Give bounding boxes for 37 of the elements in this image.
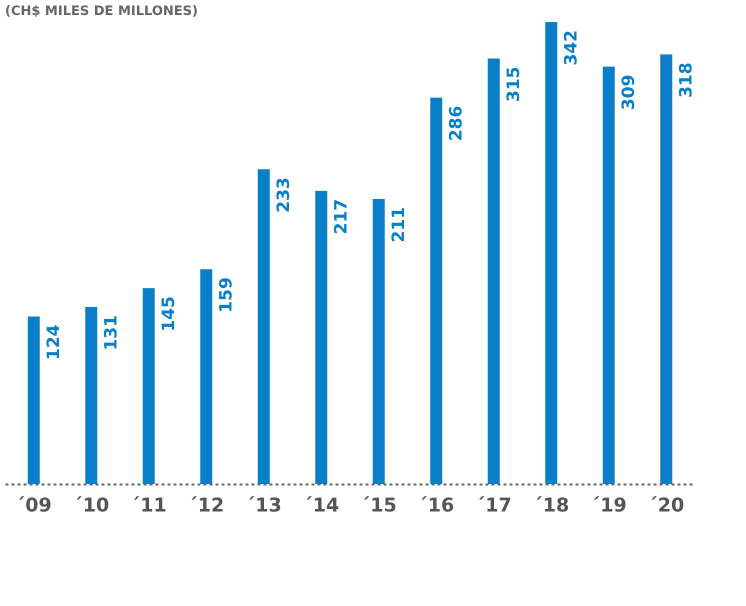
bar (602, 66, 615, 484)
bar (142, 288, 155, 484)
x-tick-label: ´17 (476, 494, 512, 516)
x-tick-label: ´20 (648, 494, 684, 516)
bar (258, 169, 270, 484)
data-label: 286 (446, 106, 466, 142)
x-tick-label: ´10 (73, 494, 110, 516)
x-tick-label: ´14 (303, 494, 340, 516)
x-tick-label: ´15 (360, 494, 397, 516)
data-label: 318 (676, 62, 696, 98)
x-tick-label: ´13 (246, 494, 282, 516)
chart-title: (CH$ MILES DE MILLONES) (5, 4, 198, 19)
data-label: 131 (101, 315, 122, 351)
bar (315, 190, 328, 484)
bar (660, 54, 672, 484)
data-label: 145 (158, 296, 179, 332)
data-label: 124 (44, 324, 64, 360)
bar (488, 58, 500, 484)
x-tick-label: ´12 (188, 494, 224, 516)
x-tick-label: ´16 (418, 494, 454, 516)
data-label: 211 (388, 206, 409, 242)
data-label: 315 (504, 66, 524, 102)
data-label: 309 (618, 74, 639, 110)
bar (430, 98, 442, 484)
data-label: 233 (274, 177, 294, 213)
x-tick-label: ´18 (533, 494, 570, 516)
bar (545, 22, 558, 484)
x-tick-label: ´09 (16, 494, 52, 516)
x-tick-label: ´11 (130, 494, 167, 516)
bar (372, 198, 385, 484)
data-label: 159 (216, 277, 236, 313)
bar (85, 307, 98, 484)
data-label: 217 (331, 198, 352, 234)
bar (28, 316, 40, 484)
data-label: 342 (561, 30, 582, 66)
x-tick-label: ´19 (590, 494, 627, 516)
bar (200, 269, 212, 484)
